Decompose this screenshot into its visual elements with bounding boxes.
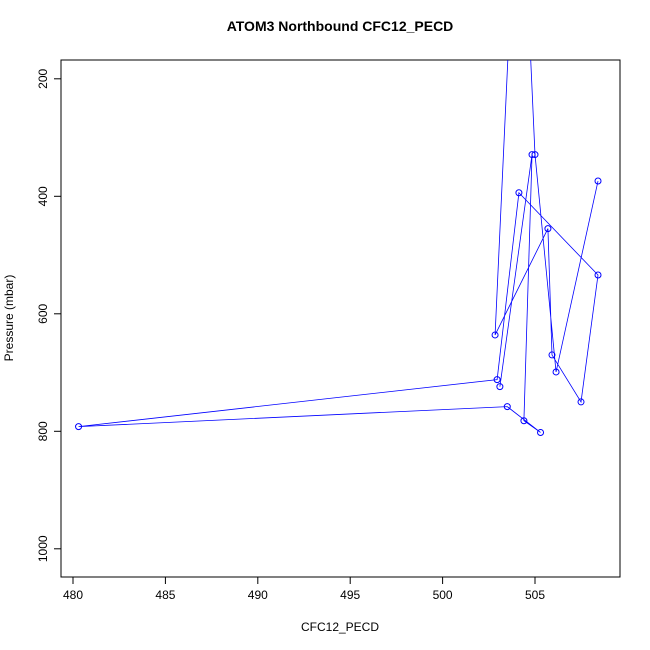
data-point [491,331,499,339]
plot-frame [60,59,621,578]
data-point [503,403,511,411]
y-tick-label: 600 [36,303,50,323]
data-point [544,225,552,233]
data-point [506,29,512,35]
data-point [531,151,539,159]
data-line [78,60,599,433]
data-point [75,423,83,431]
y-tick-label: 800 [36,421,50,441]
x-tick-label: 505 [525,588,545,602]
x-tick-label: 500 [433,588,453,602]
data-point [577,398,585,406]
data-point [594,271,602,279]
x-axis-label: CFC12_PECD [301,620,379,634]
data-point [528,151,536,159]
data-point [552,368,560,376]
data-point [537,428,545,436]
x-tick-label: 490 [248,588,268,602]
data-point [548,351,556,359]
plot-area [75,29,602,436]
x-tick-label: 480 [63,588,83,602]
data-point [493,376,501,384]
y-axis-label: Pressure (mbar) [2,275,16,362]
data-point [515,189,523,197]
y-tick-label: 200 [36,68,50,88]
chart-title: ATOM3 Northbound CFC12_PECD [227,18,454,34]
data-point [526,29,532,35]
data-point [520,417,528,425]
data-point [594,177,602,185]
data-point [496,383,504,391]
x-tick-label: 495 [340,588,360,602]
y-tick-label: 400 [36,186,50,206]
y-tick-label: 1000 [36,535,50,562]
x-tick-label: 485 [155,588,175,602]
